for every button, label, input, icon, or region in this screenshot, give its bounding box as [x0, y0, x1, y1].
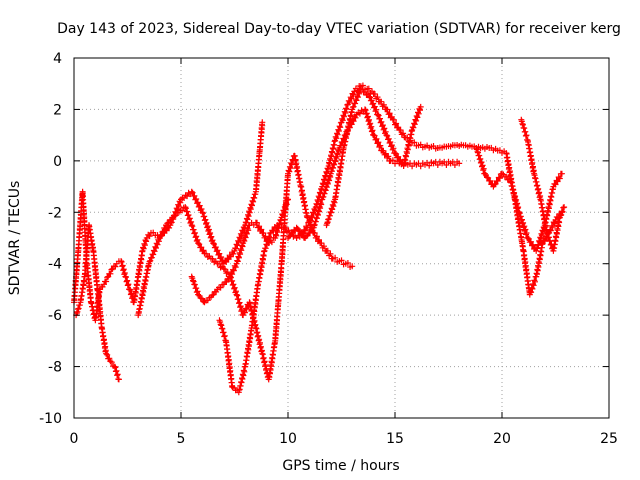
x-tick-label: 0: [70, 431, 79, 447]
x-axis: 0 5 10 15 20 25: [70, 58, 618, 447]
data-points: [71, 82, 568, 396]
x-tick-label: 10: [279, 431, 297, 447]
series-track-11: [518, 116, 568, 254]
y-tick-label: 2: [53, 102, 62, 118]
y-tick-label: -10: [39, 411, 62, 427]
x-axis-label: GPS time / hours: [282, 458, 399, 474]
data-point-markers: [285, 106, 463, 241]
series-track-8: [323, 85, 424, 229]
series-track-4: [135, 119, 266, 319]
y-tick-label: 4: [53, 51, 62, 67]
y-tick-label: -4: [48, 257, 62, 273]
plot-frame: [73, 57, 610, 419]
x-tick-label: 25: [600, 431, 618, 447]
data-point-markers: [518, 116, 568, 254]
y-tick-label: -2: [48, 205, 62, 221]
y-tick-label: 0: [53, 154, 62, 170]
series-track-2: [73, 222, 122, 383]
y-axis-label: SDTVAR / TECUs: [7, 181, 23, 296]
data-point-markers: [188, 152, 356, 383]
series-track-7: [285, 106, 463, 241]
series-track-5: [188, 152, 356, 383]
y-tick-label: -8: [48, 360, 62, 376]
y-tick-label: -6: [48, 308, 62, 324]
data-point-markers: [323, 85, 424, 229]
grid-lines: [74, 58, 609, 418]
x-tick-label: 20: [493, 431, 511, 447]
chart-title: Day 143 of 2023, Sidereal Day-to-day VTE…: [57, 21, 621, 37]
data-point-markers: [135, 119, 266, 319]
series-track-6: [216, 82, 441, 396]
x-tick-label: 5: [177, 431, 186, 447]
data-point-markers: [216, 82, 441, 396]
data-point-markers: [73, 222, 122, 383]
y-axis: -10 -8 -6 -4 -2 0 2 4: [39, 51, 609, 427]
x-tick-label: 15: [386, 431, 404, 447]
